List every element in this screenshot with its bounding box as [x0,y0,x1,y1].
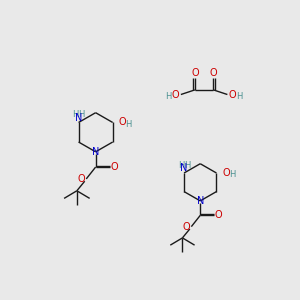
Text: O: O [215,210,223,220]
Text: H: H [178,161,184,170]
Text: H: H [72,110,79,119]
Text: N: N [196,196,204,206]
Text: O: O [210,68,217,78]
Text: N: N [180,164,188,173]
Text: H: H [165,92,172,100]
Text: O: O [229,89,237,100]
Text: O: O [77,174,85,184]
Text: O: O [172,89,179,100]
Text: H: H [125,119,131,128]
Text: H: H [184,161,190,170]
Text: O: O [182,222,190,232]
Text: O: O [223,168,230,178]
Text: H: H [79,110,85,119]
Text: H: H [237,92,243,100]
Text: O: O [191,68,199,78]
Text: H: H [229,170,235,179]
Text: N: N [75,113,82,123]
Text: O: O [111,162,118,172]
Text: N: N [92,147,99,157]
Text: O: O [119,118,127,128]
